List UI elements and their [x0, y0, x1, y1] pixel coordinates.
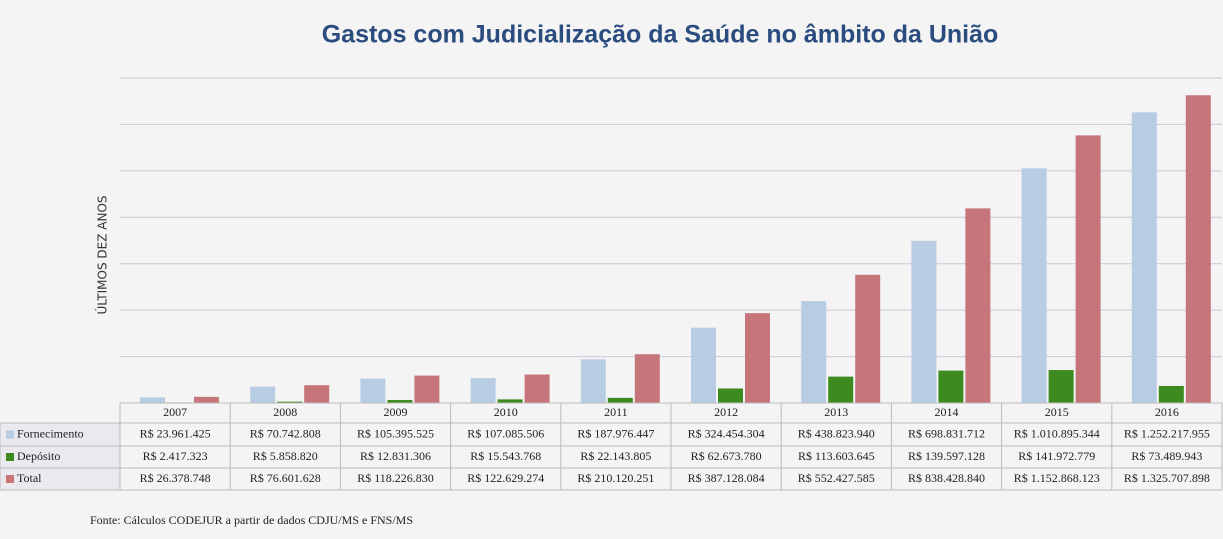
bar [938, 370, 964, 403]
source-note: Fonte: Cálculos CODEJUR a partir de dado… [90, 513, 413, 527]
data-label: R$ 73.489.943 [1131, 449, 1202, 463]
bar [250, 386, 276, 403]
x-tick-label: 2013 [824, 405, 848, 419]
x-tick-label: 2008 [273, 405, 297, 419]
data-label: R$ 1.252.217.955 [1124, 426, 1210, 440]
x-tick-label: 2016 [1155, 405, 1179, 419]
bar [360, 378, 386, 403]
x-tick-label: 2014 [935, 405, 959, 419]
bar [965, 208, 991, 403]
data-label: R$ 141.972.779 [1018, 449, 1095, 463]
legend-swatch [6, 453, 14, 461]
bar [828, 376, 854, 403]
bar [691, 327, 716, 403]
data-label: R$ 1.325.707.898 [1124, 471, 1210, 485]
bar [801, 301, 827, 403]
bar [580, 359, 606, 403]
data-label: R$ 698.831.712 [908, 426, 985, 440]
data-label: R$ 139.597.128 [908, 449, 985, 463]
bar [607, 397, 633, 403]
legend-swatch [6, 430, 14, 439]
bar [414, 375, 440, 403]
data-label: R$ 15.543.768 [470, 449, 541, 463]
bar [524, 374, 550, 403]
data-label: R$ 1.010.895.344 [1014, 426, 1100, 440]
data-label: R$ 5.858.820 [253, 449, 318, 463]
x-tick-label: 2010 [494, 405, 518, 419]
bar [277, 401, 303, 403]
data-label: R$ 23.961.425 [140, 426, 211, 440]
data-label: R$ 2.417.323 [143, 449, 208, 463]
legend-swatch [6, 475, 14, 483]
data-label: R$ 122.629.274 [467, 471, 544, 485]
bar [1075, 135, 1101, 403]
data-label: R$ 387.128.084 [688, 471, 765, 485]
data-label: R$ 1.152.868.123 [1014, 471, 1100, 485]
data-label: R$ 210.120.251 [577, 471, 654, 485]
data-label: R$ 107.085.506 [467, 426, 544, 440]
data-label: R$ 62.673.780 [691, 449, 762, 463]
bar [911, 240, 937, 403]
x-tick-label: 2011 [604, 405, 628, 419]
chart-title: Gastos com Judicialização da Saúde no âm… [322, 21, 999, 49]
data-label: R$ 76.601.628 [250, 471, 321, 485]
bar [497, 399, 523, 403]
bar [1158, 385, 1184, 403]
bar [745, 313, 770, 403]
legend-label: Fornecimento [17, 426, 84, 440]
table-bg [0, 423, 120, 490]
data-label: R$ 70.742.808 [250, 426, 321, 440]
x-tick-label: 2009 [384, 405, 408, 419]
bar [140, 397, 165, 403]
bar [855, 274, 881, 403]
legend-label: Depósito [17, 449, 60, 463]
data-label: R$ 838.428.840 [908, 471, 985, 485]
data-label: R$ 187.976.447 [577, 426, 654, 440]
data-label: R$ 118.226.830 [357, 471, 434, 485]
bar [194, 396, 219, 403]
data-label: R$ 12.831.306 [360, 449, 431, 463]
legend-label: Total [17, 471, 42, 485]
bar [1185, 95, 1211, 403]
y-axis-label: ÚLTIMOS DEZ ANOS [95, 195, 110, 314]
data-label: R$ 26.378.748 [140, 471, 211, 485]
data-label: R$ 113.603.645 [798, 449, 875, 463]
bar [1048, 370, 1074, 403]
data-label: R$ 22.143.805 [580, 449, 651, 463]
data-label: R$ 105.395.525 [357, 426, 434, 440]
bar [470, 378, 496, 403]
x-tick-label: 2012 [714, 405, 738, 419]
bar [304, 385, 330, 403]
data-label: R$ 324.454.304 [688, 426, 765, 440]
data-label: R$ 552.427.585 [798, 471, 875, 485]
bar [634, 354, 660, 403]
bar [387, 400, 413, 403]
x-tick-label: 2015 [1045, 405, 1069, 419]
bar [1131, 112, 1157, 403]
data-label: R$ 438.823.940 [798, 426, 875, 440]
bar [718, 388, 743, 403]
bar [1021, 168, 1047, 403]
x-tick-label: 2007 [163, 405, 187, 419]
